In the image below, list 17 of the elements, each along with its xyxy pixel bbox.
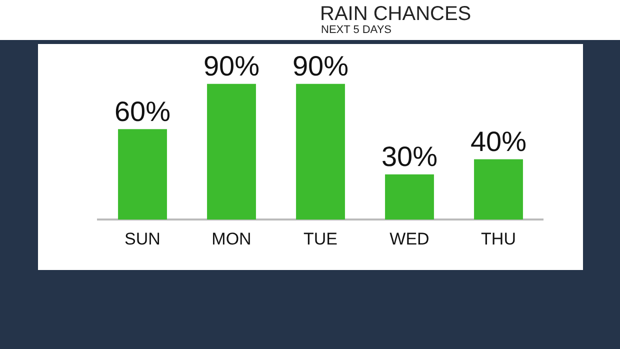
data-label: 30% — [381, 141, 438, 172]
bar — [385, 174, 434, 220]
bar — [296, 84, 345, 220]
data-label: 90% — [292, 50, 349, 82]
x-tick-label: SUN — [124, 229, 160, 248]
x-tick-label: WED — [390, 229, 430, 248]
x-tick-label: TUE — [304, 229, 338, 248]
bar — [474, 159, 523, 220]
x-tick-label: THU — [481, 229, 516, 248]
chart-title: RAIN CHANCES — [320, 3, 472, 25]
chart-subtitle: NEXT 5 DAYS — [321, 24, 392, 36]
bar — [118, 129, 167, 220]
x-tick-label: MON — [212, 229, 252, 248]
data-label: 40% — [470, 126, 527, 157]
data-label: 90% — [203, 50, 260, 82]
data-label: 60% — [114, 96, 171, 127]
bar — [207, 84, 256, 220]
